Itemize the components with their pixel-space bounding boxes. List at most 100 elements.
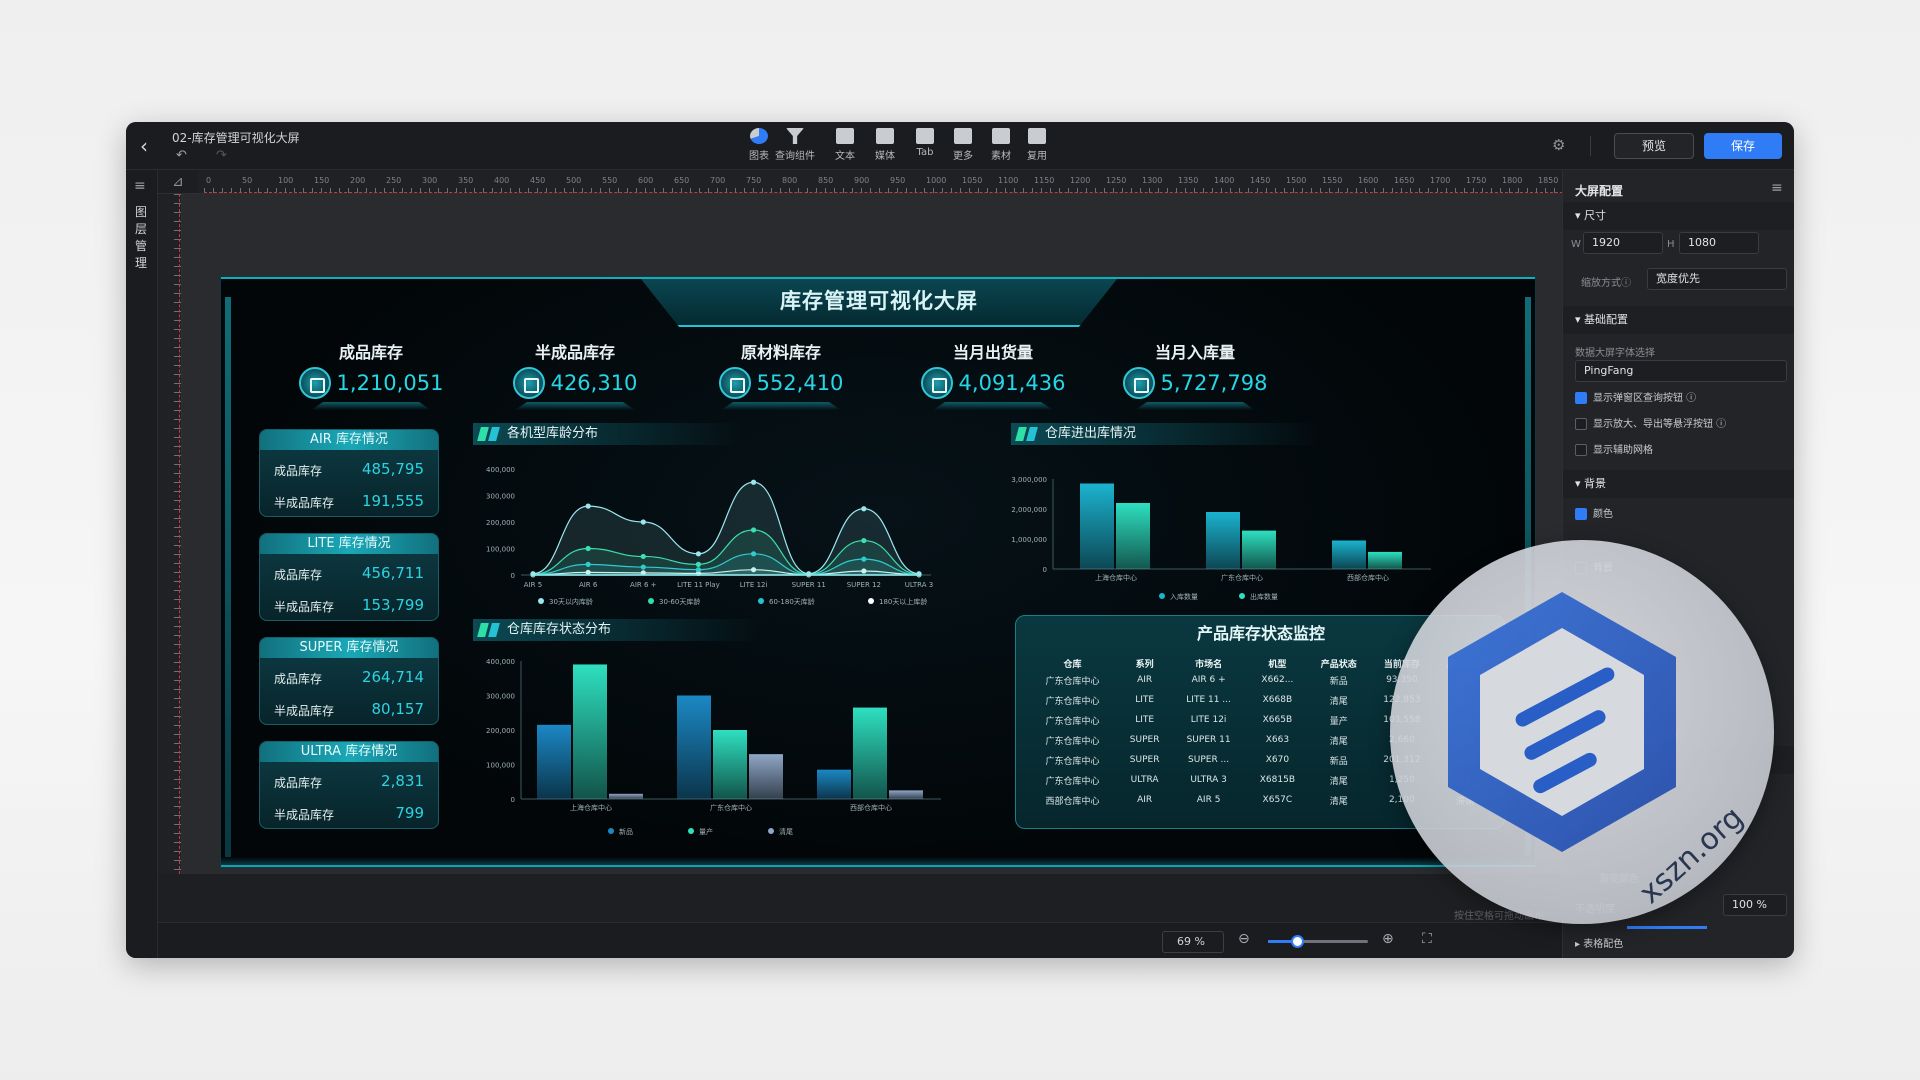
zoom-out-icon[interactable]: ⊖ <box>1238 931 1250 947</box>
legend-label: 量产 <box>699 827 713 836</box>
table-cell: 西部仓库中心 <box>1045 796 1100 807</box>
ruler-label: 1500 <box>1286 176 1307 185</box>
fit-screen-icon[interactable]: ⛶ <box>1422 931 1432 947</box>
toolbar-copy-button[interactable]: 复用 <box>1012 128 1062 162</box>
series-card-title: LITE 库存情况 <box>260 534 438 554</box>
opacity-slider[interactable] <box>1627 926 1707 929</box>
ruler-label: 550 <box>602 176 618 185</box>
toolbar-tab-button[interactable]: Tab <box>900 128 950 158</box>
scale-mode-select[interactable]: 宽度优先 <box>1647 268 1787 290</box>
kpi-card: 成品库存 1,210,051 <box>281 339 461 410</box>
x-tick-label: 上海仓库中心 <box>1095 573 1137 582</box>
legend-marker <box>538 598 544 604</box>
table-cell: ULTRA <box>1130 775 1159 785</box>
redo-icon[interactable]: ↷ <box>216 148 227 163</box>
y-tick-label: 400,000 <box>486 466 515 474</box>
data-point <box>640 564 646 570</box>
table-cell: X662... <box>1261 675 1294 685</box>
font-select[interactable]: PingFang <box>1575 360 1787 382</box>
table-cell: X668B <box>1262 695 1293 705</box>
monitor-title: 产品库存状态监控 <box>1196 624 1325 643</box>
inout-chart: 3,000,000 2,000,000 1,000,000 0 上海仓库中心 广东仓库中心… <box>1011 476 1431 601</box>
checkbox-float-button[interactable]: 显示放大、导出等悬浮按钮 ⓘ <box>1575 418 1726 432</box>
bar <box>1116 503 1150 569</box>
toolbar-image-button[interactable]: 媒体 <box>860 128 910 162</box>
save-button[interactable]: 保存 <box>1704 133 1782 159</box>
toolbar-grid-button[interactable]: 更多 <box>938 128 988 162</box>
semi-label: 半成品库存 <box>274 600 335 614</box>
undo-icon[interactable]: ↶ <box>176 148 187 163</box>
kpi-pedestal <box>933 402 1053 410</box>
ruler-label: 200 <box>350 176 366 185</box>
finished-value: 485,795 <box>361 460 424 478</box>
data-point <box>640 553 646 560</box>
table-cell: 广东仓库中心 <box>1045 696 1100 707</box>
back-arrow-icon[interactable]: ‹ <box>140 134 148 158</box>
layer-management-tab[interactable]: 图层管理 <box>135 205 148 270</box>
opacity-input[interactable]: 100 % <box>1723 894 1787 916</box>
toolbar-text-button[interactable]: 文本 <box>820 128 870 162</box>
ruler-label: 800 <box>782 176 798 185</box>
zoom-in-icon[interactable]: ⊕ <box>1382 931 1394 947</box>
ruler-label: 400 <box>494 176 510 185</box>
legend-marker <box>1159 593 1165 599</box>
zoom-slider-knob[interactable] <box>1291 935 1304 948</box>
size-section[interactable]: ▾ 尺寸 <box>1563 202 1794 230</box>
table-cell: ULTRA 3 <box>1190 775 1227 785</box>
y-tick-label: 400,000 <box>486 658 515 666</box>
semi-value: 799 <box>395 804 424 822</box>
background-section[interactable]: ▾ 背景 <box>1563 470 1794 498</box>
series-card-title: AIR 库存情况 <box>260 430 438 450</box>
semi-label: 半成品库存 <box>274 704 335 718</box>
table-cell: X657C <box>1262 795 1293 805</box>
kpi-value: 5,727,798 <box>1160 371 1268 395</box>
ruler-label: 100 <box>278 176 294 185</box>
ruler-label: 900 <box>854 176 870 185</box>
checkbox-grid[interactable]: 显示辅助网格 <box>1575 444 1653 458</box>
frame-left-edge <box>225 297 231 857</box>
bar <box>1368 551 1402 569</box>
panel-menu-icon[interactable]: ≡ <box>1771 180 1783 196</box>
ruler-label: 150 <box>314 176 330 185</box>
basic-section[interactable]: ▾ 基础配置 <box>1563 306 1794 334</box>
height-label: H <box>1667 239 1675 250</box>
series-card-title: ULTRA 库存情况 <box>260 742 438 762</box>
opacity-value: 100 <box>1732 898 1753 911</box>
series-card: SUPER 库存情况 成品库存 264,714 半成品库存 80,157 <box>259 637 439 725</box>
table-cell: X665B <box>1262 715 1293 725</box>
menu-icon[interactable]: ≡ <box>134 178 146 194</box>
table-color-section[interactable]: ▸ 表格配色 <box>1575 939 1624 950</box>
zoom-input[interactable]: 69 % <box>1162 931 1224 953</box>
checkbox-query-button[interactable]: 显示弹窗区查询按钮 ⓘ <box>1575 392 1696 406</box>
bar <box>677 695 711 799</box>
toolbar-label: 更多 <box>953 151 973 162</box>
settings-sliders-icon[interactable]: ⚙ <box>1552 136 1566 154</box>
ruler-label: 700 <box>710 176 726 185</box>
table-cell: X663 <box>1265 735 1290 745</box>
table-cell: LITE <box>1135 715 1155 725</box>
bar <box>573 664 607 799</box>
toolbar-material-button[interactable]: 素材 <box>976 128 1026 162</box>
height-input[interactable]: 1080 <box>1679 232 1759 254</box>
table-cell: 广东仓库中心 <box>1045 756 1100 767</box>
bar <box>1332 540 1366 569</box>
zoom-slider[interactable] <box>1268 935 1368 948</box>
table-cell: 清尾 <box>1329 776 1348 787</box>
data-point <box>585 545 591 552</box>
toolbar-pie-chart-button[interactable]: 图表 <box>734 128 784 162</box>
width-label: W <box>1571 239 1581 250</box>
preview-button[interactable]: 预览 <box>1614 133 1694 159</box>
toolbar-divider <box>1590 136 1591 156</box>
table-cell: SUPER 11 <box>1186 735 1231 745</box>
checkbox-bg-color[interactable]: 颜色 <box>1575 508 1613 522</box>
dashboard-canvas[interactable]: 库存管理可视化大屏 成品库存 1,210,051 半成品库存 426,310 原材料库存… <box>220 276 1536 868</box>
data-point <box>861 506 867 512</box>
x-tick-label: ULTRA 3 <box>905 581 933 589</box>
table-cell: 清尾 <box>1329 696 1348 707</box>
ruler-label: 1000 <box>926 176 947 185</box>
width-input[interactable]: 1920 <box>1583 232 1663 254</box>
table-cell: LITE 11 ... <box>1186 695 1231 705</box>
toolbar-filter-button[interactable]: 查询组件 <box>770 128 820 162</box>
table-cell: AIR <box>1137 675 1153 685</box>
legend-marker <box>868 598 874 604</box>
